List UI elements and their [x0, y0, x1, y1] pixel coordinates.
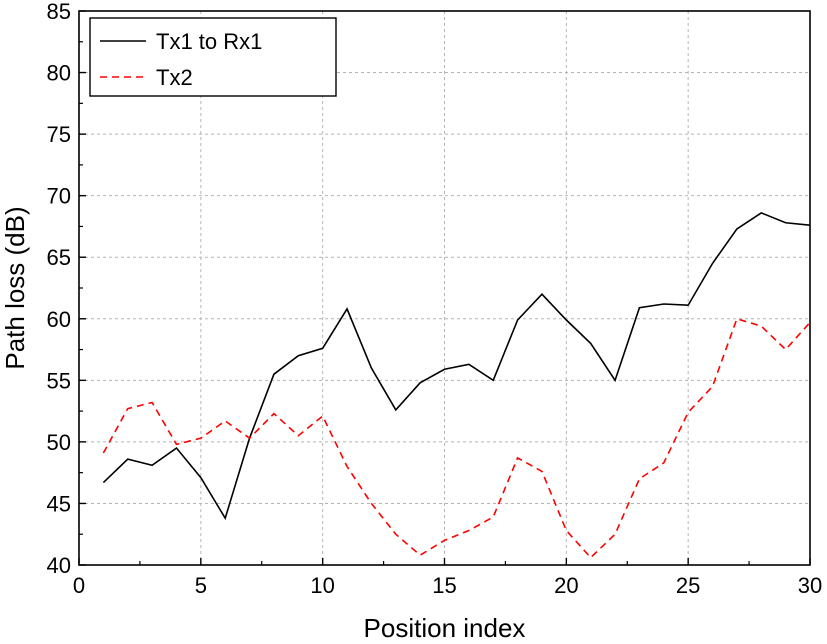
- y-tick-label: 50: [47, 430, 71, 455]
- y-tick-label: 80: [47, 61, 71, 86]
- series-line-tx1-to-rx1: [102, 212, 811, 521]
- y-tick-label: 45: [47, 491, 71, 516]
- axis-ticks: [78, 10, 811, 566]
- x-tick-labels: 0 5 10 15 20 25 30: [73, 573, 822, 598]
- series-line-tx2: [102, 317, 811, 559]
- y-tick-label: 85: [47, 0, 71, 24]
- x-axis-title: Position index: [364, 613, 526, 643]
- legend-label-tx1-to-rx1: Tx1 to Rx1: [156, 29, 262, 54]
- x-tick-label: 30: [798, 573, 822, 598]
- y-tick-label: 65: [47, 245, 71, 270]
- series-lines: [102, 212, 811, 559]
- x-tick-label: 0: [73, 573, 85, 598]
- legend-box: [89, 17, 337, 97]
- y-tick-labels: 40 45 50 55 60 65 70 75 80 85: [47, 0, 71, 578]
- legend: Tx1 to Rx1 Tx2: [89, 17, 337, 97]
- y-tick-label: 75: [47, 122, 71, 147]
- x-tick-label: 5: [195, 573, 207, 598]
- legend-label-tx2: Tx2: [156, 65, 193, 90]
- x-tick-label: 25: [676, 573, 700, 598]
- y-tick-label: 60: [47, 307, 71, 332]
- y-tick-label: 70: [47, 184, 71, 209]
- x-tick-label: 20: [554, 573, 578, 598]
- x-tick-label: 10: [310, 573, 334, 598]
- y-tick-label: 55: [47, 368, 71, 393]
- y-tick-label: 40: [47, 553, 71, 578]
- x-tick-label: 15: [432, 573, 456, 598]
- y-axis-title: Path loss (dB): [0, 206, 30, 369]
